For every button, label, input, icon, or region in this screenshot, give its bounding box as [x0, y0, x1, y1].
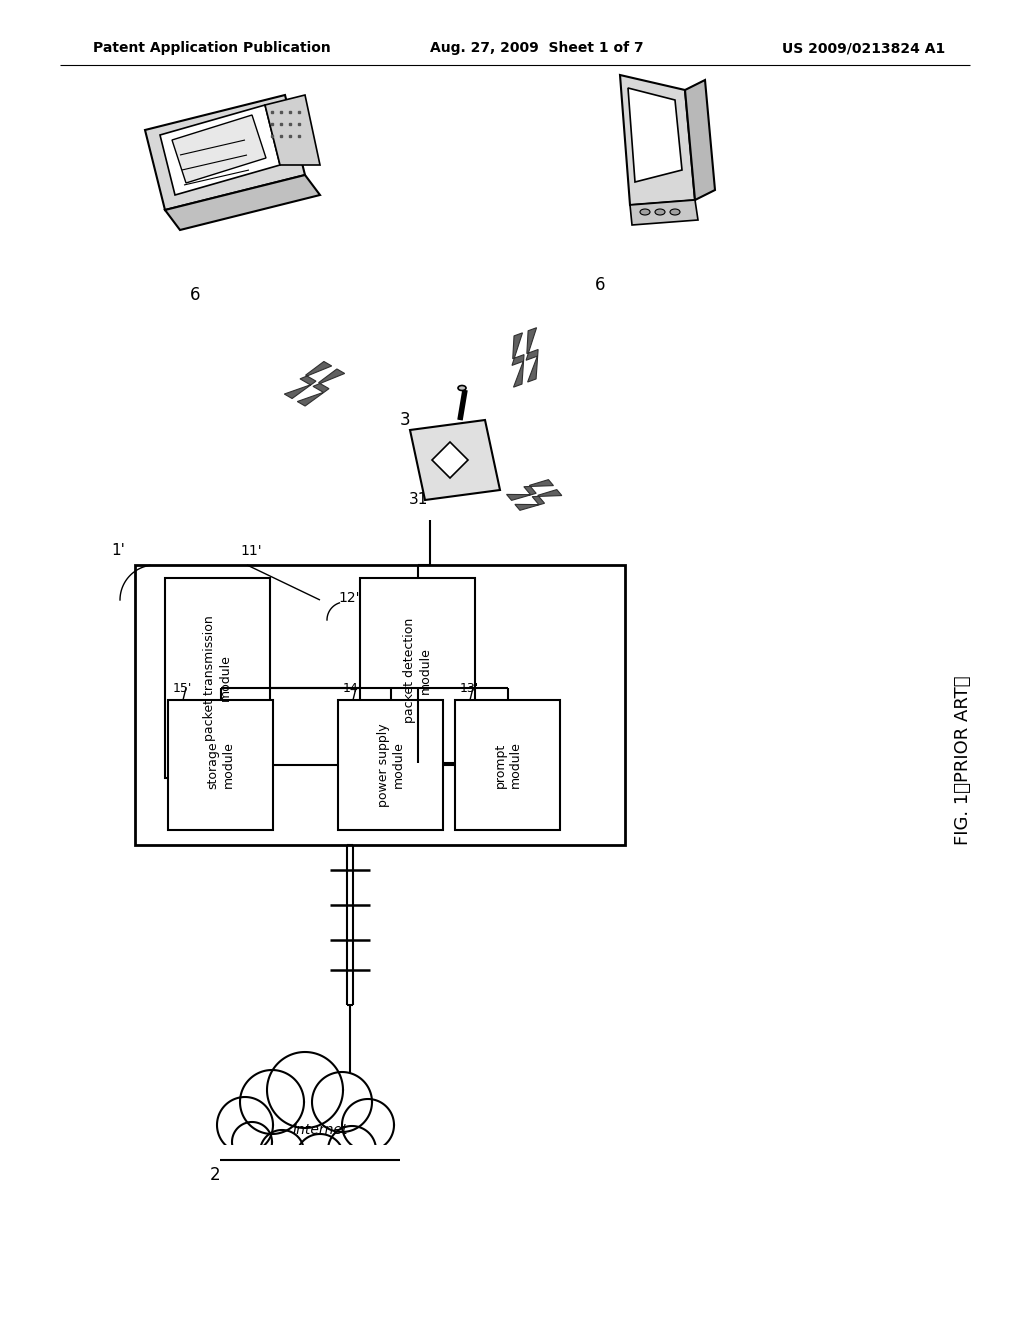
FancyBboxPatch shape [165, 578, 270, 777]
Text: 13': 13' [460, 681, 479, 694]
Polygon shape [160, 106, 280, 195]
Circle shape [342, 1100, 394, 1151]
Ellipse shape [640, 209, 650, 215]
Polygon shape [265, 95, 319, 165]
Text: 1': 1' [112, 543, 125, 558]
Text: prompt
module: prompt module [494, 742, 521, 788]
Text: Aug. 27, 2009  Sheet 1 of 7: Aug. 27, 2009 Sheet 1 of 7 [430, 41, 644, 55]
Ellipse shape [458, 385, 466, 391]
Text: packet detection
module: packet detection module [403, 618, 431, 723]
Polygon shape [515, 490, 562, 511]
Polygon shape [507, 479, 553, 500]
Circle shape [312, 1072, 372, 1133]
FancyBboxPatch shape [360, 578, 475, 763]
Ellipse shape [670, 209, 680, 215]
Text: Internet: Internet [292, 1123, 348, 1137]
Text: packet transmission
module: packet transmission module [204, 615, 231, 741]
Text: power supply
module: power supply module [377, 723, 404, 807]
Polygon shape [432, 442, 468, 478]
Polygon shape [285, 362, 332, 399]
Text: storage
module: storage module [207, 742, 234, 789]
Text: 31: 31 [409, 492, 428, 507]
Polygon shape [297, 370, 345, 407]
Text: 14': 14' [343, 681, 362, 694]
Text: 2: 2 [210, 1166, 220, 1184]
Polygon shape [145, 95, 305, 210]
Polygon shape [620, 75, 695, 205]
Polygon shape [526, 327, 539, 381]
Text: 3: 3 [399, 411, 411, 429]
Text: US 2009/0213824 A1: US 2009/0213824 A1 [781, 41, 945, 55]
FancyBboxPatch shape [135, 565, 625, 845]
Text: 12': 12' [338, 591, 359, 605]
FancyBboxPatch shape [215, 1144, 410, 1200]
FancyBboxPatch shape [455, 700, 560, 830]
Polygon shape [630, 201, 698, 224]
Text: 6: 6 [189, 286, 201, 304]
Text: Patent Application Publication: Patent Application Publication [93, 41, 331, 55]
Polygon shape [165, 176, 319, 230]
Polygon shape [410, 420, 500, 500]
Text: 11': 11' [240, 544, 261, 558]
Polygon shape [512, 333, 524, 387]
Circle shape [328, 1126, 376, 1173]
Text: FIG. 1（PRIOR ART）: FIG. 1（PRIOR ART） [954, 676, 972, 845]
Polygon shape [628, 88, 682, 182]
Ellipse shape [655, 209, 665, 215]
Circle shape [240, 1071, 304, 1134]
Circle shape [232, 1122, 272, 1162]
FancyBboxPatch shape [168, 700, 273, 830]
Circle shape [217, 1097, 273, 1152]
Circle shape [296, 1134, 344, 1181]
Polygon shape [685, 81, 715, 201]
Circle shape [260, 1130, 304, 1173]
Circle shape [267, 1052, 343, 1129]
Polygon shape [172, 115, 266, 183]
FancyBboxPatch shape [338, 700, 443, 830]
Text: 6: 6 [595, 276, 605, 294]
Text: 15': 15' [173, 681, 193, 694]
FancyBboxPatch shape [220, 1119, 400, 1170]
